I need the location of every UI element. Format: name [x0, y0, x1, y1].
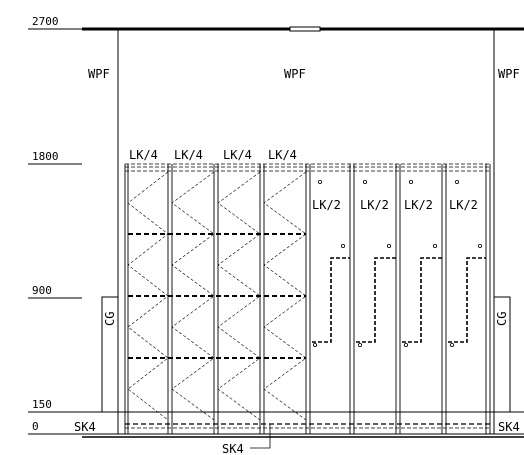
- half-locker-divider: [402, 257, 442, 343]
- sk4-label-right: SK4: [498, 420, 520, 434]
- wall-label-center: WPF: [284, 67, 306, 81]
- locker-half-label: LK/2: [312, 198, 341, 212]
- level-label-1800: 1800: [32, 150, 59, 163]
- cg-label-left: CG: [103, 312, 117, 326]
- level-label-150: 150: [32, 398, 52, 411]
- hook-marker: [408, 179, 413, 184]
- hook-marker: [449, 342, 454, 347]
- locker-half-label: LK/2: [404, 198, 433, 212]
- hook-marker: [362, 179, 367, 184]
- locker-quarter-label: LK/4: [268, 148, 297, 162]
- level-label-0: 0: [32, 420, 39, 433]
- locker-quarter-label: LK/4: [223, 148, 252, 162]
- half-locker-divider: [448, 257, 486, 343]
- hook-marker: [317, 179, 322, 184]
- hook-marker: [432, 243, 437, 248]
- hook-marker: [477, 243, 482, 248]
- wall-label-right: WPF: [498, 67, 520, 81]
- locker-quarter-label: LK/4: [129, 148, 158, 162]
- locker-quarter-label: LK/4: [174, 148, 203, 162]
- wall-label-left: WPF: [88, 67, 110, 81]
- hook-marker: [312, 342, 317, 347]
- hook-marker: [340, 243, 345, 248]
- cg-label-right: CG: [495, 312, 509, 326]
- half-locker-divider: [312, 257, 350, 343]
- sk4-leader-line: [250, 424, 271, 449]
- locker-half-label: LK/2: [449, 198, 478, 212]
- hook-marker: [357, 342, 362, 347]
- level-label-2700: 2700: [32, 15, 59, 28]
- locker-half-label: LK/2: [360, 198, 389, 212]
- door-swing-lines: [127, 171, 169, 421]
- cg-box-left: [101, 296, 119, 413]
- sk4-label-bottom: SK4: [222, 442, 244, 455]
- hook-marker: [454, 179, 459, 184]
- level-label-900: 900: [32, 284, 52, 297]
- cg-box-right: [493, 296, 511, 413]
- hook-marker: [386, 243, 391, 248]
- half-locker-divider: [356, 257, 396, 343]
- sk4-label-left: SK4: [74, 420, 96, 434]
- ceiling-fixture: [289, 26, 321, 32]
- hook-marker: [403, 342, 408, 347]
